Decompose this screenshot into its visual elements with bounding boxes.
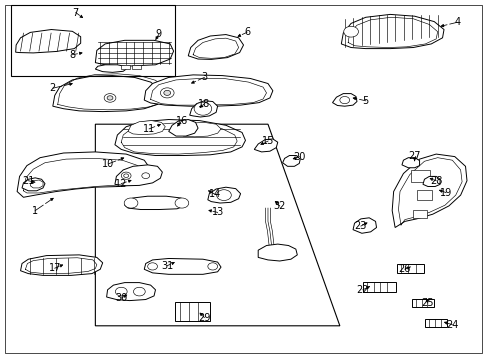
Text: 21: 21 [22,176,35,186]
Polygon shape [115,165,162,186]
Circle shape [107,96,113,100]
Bar [412,210,426,218]
Bar [425,319,447,327]
Text: 23: 23 [354,221,366,231]
Polygon shape [254,139,277,152]
Circle shape [163,90,170,95]
Text: 18: 18 [198,99,210,109]
Text: 16: 16 [175,116,188,126]
Polygon shape [332,94,356,106]
Text: 19: 19 [439,188,451,198]
Text: 5: 5 [362,96,368,106]
Text: 7: 7 [73,8,79,18]
Polygon shape [17,152,150,197]
Bar [362,282,395,292]
Polygon shape [341,14,443,49]
Circle shape [133,287,145,296]
Text: 6: 6 [244,27,249,37]
Circle shape [142,173,149,179]
Text: 3: 3 [201,72,207,82]
Polygon shape [144,75,272,106]
Circle shape [207,263,217,270]
Text: 22: 22 [356,285,368,295]
Polygon shape [144,258,221,274]
Polygon shape [422,176,439,186]
Text: 12: 12 [115,179,127,189]
Text: 13: 13 [211,207,224,217]
Text: 14: 14 [208,189,221,199]
Circle shape [147,263,157,270]
Text: 10: 10 [102,159,115,169]
Bar [411,299,433,307]
Text: 11: 11 [142,124,155,134]
Bar [416,190,431,200]
Text: 1: 1 [32,206,38,216]
Polygon shape [16,30,81,53]
Text: 31: 31 [161,261,173,271]
Text: 26: 26 [398,264,410,274]
Polygon shape [115,120,245,156]
Circle shape [115,287,127,296]
Bar [175,302,210,321]
Text: 15: 15 [261,136,274,146]
Bar [132,65,141,69]
Polygon shape [124,196,186,210]
Bar [11,5,174,76]
Polygon shape [401,158,419,168]
Text: 25: 25 [421,298,433,308]
Circle shape [194,102,211,115]
Polygon shape [53,76,162,112]
Polygon shape [282,156,300,166]
Circle shape [121,172,131,179]
Polygon shape [352,218,376,233]
Text: 27: 27 [407,150,420,161]
Text: 17: 17 [48,263,61,273]
Circle shape [124,198,138,208]
Polygon shape [128,121,165,135]
Polygon shape [22,178,45,191]
Polygon shape [188,35,243,59]
Bar [396,264,423,273]
Polygon shape [168,120,198,136]
Text: 2: 2 [50,83,56,93]
Polygon shape [178,122,221,137]
Polygon shape [391,154,466,228]
Text: 20: 20 [292,152,305,162]
Polygon shape [189,101,217,117]
Text: 8: 8 [69,50,75,60]
Circle shape [216,190,231,201]
Polygon shape [20,255,102,275]
Circle shape [175,198,188,208]
Circle shape [160,88,174,98]
Circle shape [123,174,128,177]
Polygon shape [106,283,155,301]
Polygon shape [207,187,240,203]
Bar [121,65,130,69]
Text: 32: 32 [273,201,285,211]
Circle shape [343,26,358,37]
Text: 30: 30 [115,293,127,303]
Bar [410,170,429,182]
Polygon shape [258,244,297,261]
Text: 24: 24 [445,320,458,330]
Polygon shape [95,40,173,66]
Text: 29: 29 [198,312,210,323]
Circle shape [339,96,349,104]
Text: 4: 4 [453,17,459,27]
Polygon shape [95,65,126,72]
Circle shape [104,94,116,102]
Text: 9: 9 [156,29,162,39]
Text: 28: 28 [429,176,442,186]
